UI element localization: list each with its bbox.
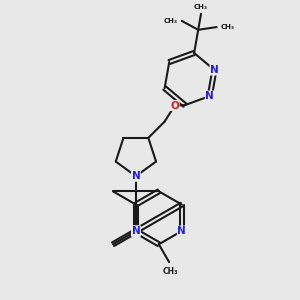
Text: O: O [170,100,179,110]
Text: N: N [206,91,214,101]
Text: CH₃: CH₃ [221,24,235,30]
Text: CH₃: CH₃ [164,18,177,24]
Text: N: N [131,171,140,181]
Text: N: N [210,65,219,75]
Text: N: N [131,226,140,236]
Text: CH₃: CH₃ [163,266,178,275]
Text: N: N [131,226,140,236]
Text: N: N [177,226,186,236]
Text: CH₃: CH₃ [194,4,208,10]
